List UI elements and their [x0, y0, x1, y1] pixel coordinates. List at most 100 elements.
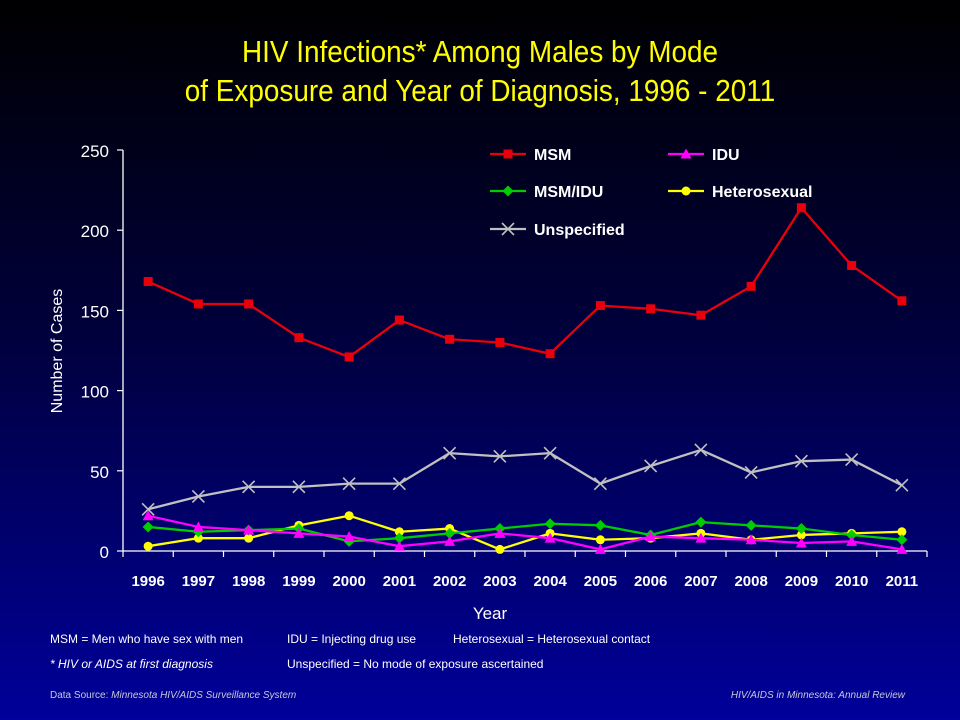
point-heterosexual [143, 541, 153, 551]
point-msm [696, 310, 706, 320]
x-tick-label: 2003 [483, 573, 516, 590]
footer-right-text: HIV/AIDS in Minnesota: Annual Review [730, 690, 905, 701]
note-msm: MSM = Men who have sex with men [50, 632, 244, 646]
point-idu [846, 535, 858, 546]
point-msm-idu [393, 532, 405, 544]
point-idu [745, 534, 757, 545]
note-unspecified: Unspecified = No mode of exposure ascert… [287, 657, 544, 671]
y-tick-label: 0 [100, 543, 109, 562]
chart-title-line-1: HIV Infections* Among Males by Mode [241, 34, 719, 69]
point-unspecified [794, 454, 808, 468]
footer-source: Data Source: Minnesota HIV/AIDS Surveill… [50, 690, 296, 701]
x-tick-label: 2011 [886, 573, 919, 590]
footer-source-value: Minnesota HIV/AIDS Surveillance System [111, 690, 297, 701]
point-idu [444, 535, 456, 546]
series-line-unspecified [147, 448, 903, 511]
point-msm-idu [142, 521, 154, 533]
point-msm [495, 337, 505, 347]
point-heterosexual [344, 511, 354, 521]
legend-label-msm: MSM [534, 147, 571, 164]
footnote-first-diagnosis: * HIV or AIDS at first diagnosis [50, 657, 213, 671]
point-heterosexual [495, 544, 505, 554]
point-idu [645, 531, 657, 542]
legend-marker-idu [680, 148, 692, 159]
point-msm [344, 352, 354, 362]
point-msm-idu [544, 518, 556, 530]
legend-marker-msm [503, 149, 513, 159]
x-tick-label: 2006 [634, 573, 667, 590]
point-msm [746, 281, 756, 291]
point-heterosexual [796, 530, 806, 540]
footer-source-label: Data Source: [50, 690, 109, 701]
point-idu [795, 537, 807, 548]
point-msm [847, 260, 857, 270]
point-msm [646, 304, 656, 314]
x-tick-label: 1996 [131, 573, 164, 590]
note-idu: IDU = Injecting drug use [287, 632, 417, 646]
point-idu [896, 543, 908, 554]
point-unspecified [543, 446, 557, 460]
legend-label-msm-idu: MSM/IDU [534, 184, 603, 201]
point-unspecified [845, 453, 859, 467]
y-tick-label: 250 [81, 142, 109, 161]
point-msm [595, 301, 605, 311]
x-tick-label: 2000 [332, 573, 365, 590]
point-msm [445, 334, 455, 344]
legend-marker-heterosexual [681, 186, 691, 196]
point-msm-idu [795, 523, 807, 535]
point-unspecified [191, 489, 205, 504]
x-tick-label: 2002 [433, 573, 466, 590]
chart-title-line-2: of Exposure and Year of Diagnosis, 1996 … [184, 73, 776, 108]
point-idu [393, 540, 405, 551]
series-line-idu [147, 514, 903, 551]
point-idu [343, 531, 355, 542]
point-idu [494, 527, 506, 538]
y-tick-label: 150 [81, 302, 109, 321]
legend-label-unspecified: Unspecified [534, 222, 625, 239]
x-tick-label: 2005 [584, 573, 617, 590]
y-axis-label: Number of Cases [49, 289, 66, 414]
point-unspecified [242, 480, 256, 494]
point-msm [193, 299, 203, 309]
x-tick-label: 2001 [383, 573, 416, 590]
point-heterosexual [595, 535, 605, 545]
x-tick-label: 2009 [785, 573, 818, 590]
point-msm-idu [745, 519, 757, 531]
y-tick-label: 100 [81, 383, 109, 402]
y-tick-label: 50 [90, 463, 109, 482]
point-msm [244, 299, 254, 309]
point-idu [544, 532, 556, 543]
point-idu [243, 524, 255, 535]
point-idu [192, 521, 204, 532]
x-tick-label: 2004 [533, 573, 567, 590]
legend-label-idu: IDU [712, 147, 740, 164]
point-idu [142, 510, 154, 521]
legend-marker-msm-idu [502, 185, 514, 197]
point-msm-idu [444, 527, 456, 539]
point-msm-idu [896, 534, 908, 546]
y-tick-label: 200 [81, 222, 109, 241]
point-msm [796, 203, 806, 213]
x-tick-label: 1999 [282, 573, 315, 590]
series-line-msm [147, 206, 903, 359]
point-heterosexual [394, 527, 404, 537]
point-msm [897, 296, 907, 306]
point-msm [545, 349, 555, 359]
point-unspecified [744, 465, 758, 479]
point-msm-idu [695, 516, 707, 528]
point-msm-idu [846, 529, 858, 541]
point-unspecified [593, 477, 607, 491]
x-tick-label: 2007 [684, 573, 717, 590]
legend-marker-unspecified [501, 222, 515, 236]
point-unspecified [694, 443, 708, 457]
point-unspecified [292, 480, 306, 494]
point-idu [293, 527, 305, 538]
point-idu [594, 543, 606, 554]
point-idu [695, 532, 707, 543]
point-unspecified [342, 477, 356, 491]
point-msm [294, 333, 304, 343]
point-unspecified [141, 502, 155, 516]
point-unspecified [644, 459, 658, 473]
